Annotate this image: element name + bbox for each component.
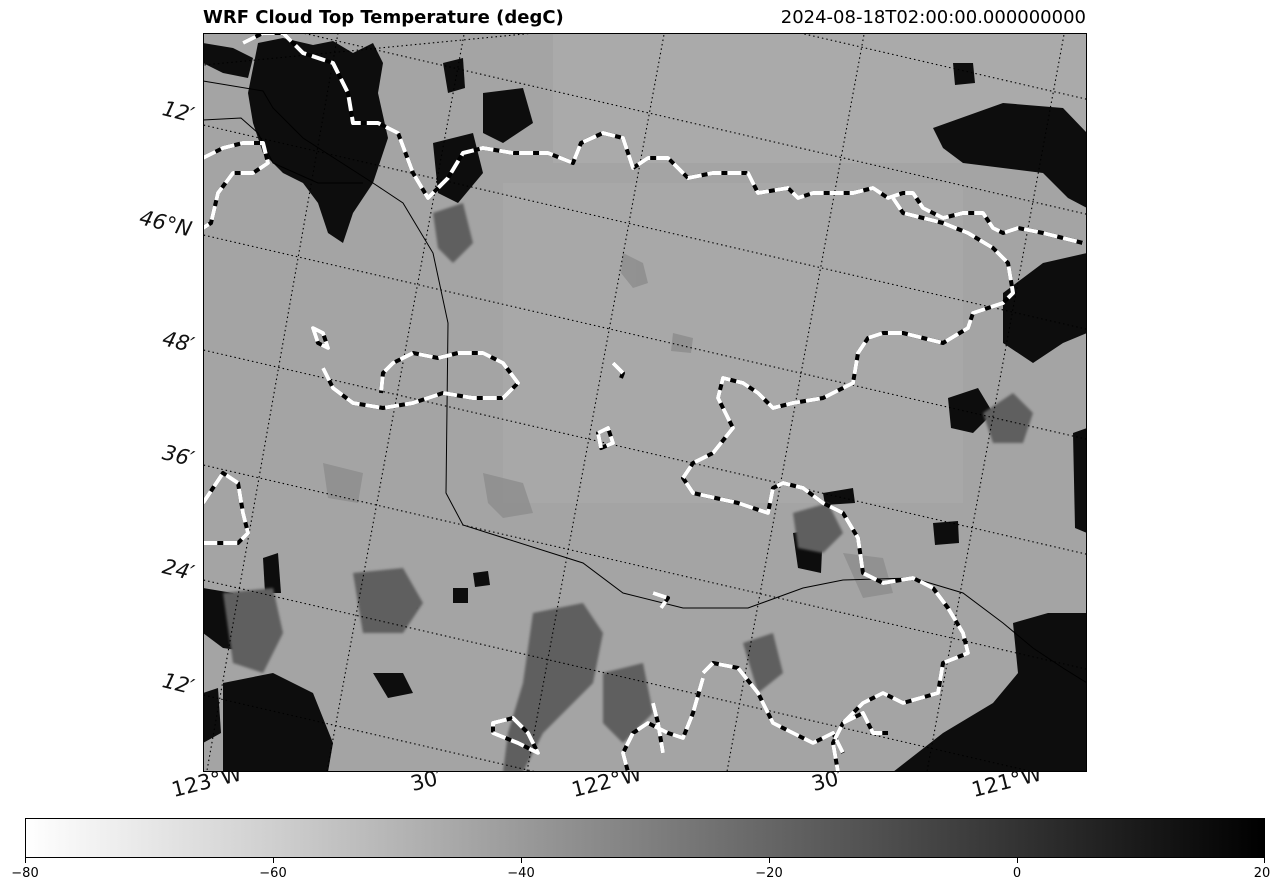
map-frame bbox=[203, 33, 1087, 772]
temperature-contours bbox=[203, 33, 1084, 772]
colorbar-tick-5 bbox=[1264, 858, 1265, 863]
lat-label-12-upper: 12′ bbox=[160, 96, 197, 128]
colorbar-tick-2 bbox=[521, 858, 522, 863]
colorbar-label-minus20: −20 bbox=[755, 866, 783, 881]
cold-cloud-patches bbox=[203, 38, 1087, 772]
lat-label-36: 36′ bbox=[160, 440, 197, 472]
lat-label-48: 48′ bbox=[160, 326, 197, 358]
colorbar-label-minus40: −40 bbox=[507, 866, 535, 881]
map-title: WRF Cloud Top Temperature (degC) bbox=[203, 7, 564, 28]
colorbar-label-minus60: −60 bbox=[259, 866, 287, 881]
map-timestamp: 2024-08-18T02:00:00.000000000 bbox=[780, 7, 1086, 28]
colorbar-tick-1 bbox=[273, 858, 274, 863]
colorbar-tick-4 bbox=[1017, 858, 1018, 863]
lat-label-24: 24′ bbox=[160, 554, 197, 586]
colorbar-label-20: 20 bbox=[1253, 866, 1271, 881]
lat-label-12-lower: 12′ bbox=[160, 668, 197, 700]
cloud-top-temperature-map bbox=[203, 33, 1087, 772]
colorbar-label-0: 0 bbox=[1012, 866, 1022, 881]
colorbar bbox=[25, 818, 1265, 858]
colorbar-tick-3 bbox=[769, 858, 770, 863]
mid-cloud-patches bbox=[223, 203, 1033, 772]
colorbar-tick-0 bbox=[25, 858, 26, 863]
lat-label-46n: 46°N bbox=[137, 205, 195, 242]
colorbar-label-minus80: −80 bbox=[11, 866, 39, 881]
warm-region-center bbox=[503, 183, 963, 503]
